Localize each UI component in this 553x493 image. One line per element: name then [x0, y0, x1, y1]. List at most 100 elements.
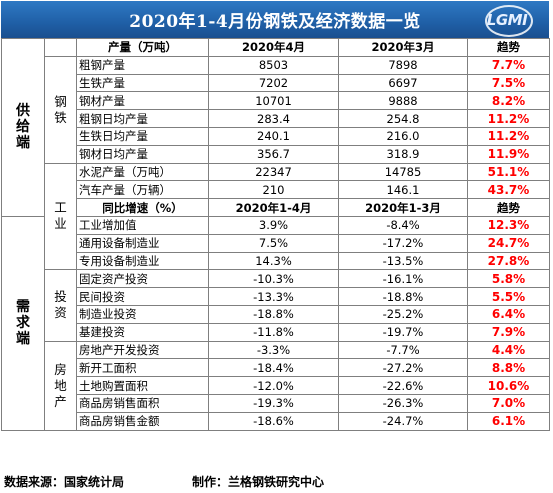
group-investment-label: 投资 — [54, 289, 67, 321]
row-name: 水泥产量（万吨） — [76, 162, 209, 182]
row-trend: 6.4% — [467, 304, 550, 324]
row-value-previous: -17.2% — [338, 233, 468, 253]
table-row: 房地产 房地产开发投资 -3.3% -7.7% 4.4% — [2, 340, 550, 431]
table-row: 民间投资 -13.3% -18.8% 5.5% — [2, 287, 550, 306]
growth-header-col3: 2020年1-3月 — [338, 198, 468, 217]
row-trend: 7.0% — [467, 393, 550, 413]
row-trend: 10.6% — [467, 376, 550, 395]
row-name: 通用设备制造业 — [76, 233, 209, 253]
lgmi-logo: LGMI — [471, 5, 543, 37]
row-value-previous: 216.0 — [338, 126, 468, 146]
title-bar: 2020年1-4月份钢铁及经济数据一览 LGMI — [1, 1, 549, 38]
category-demand: 需求端 — [1, 215, 45, 431]
logo-text: LGMI — [486, 11, 528, 29]
row-value-current: 240.1 — [208, 126, 339, 146]
group-investment: 投资 — [44, 269, 77, 342]
row-value-current: 283.4 — [208, 109, 339, 128]
row-value-previous: 9888 — [338, 91, 468, 111]
producer: 制作：兰格钢铁研究中心 — [192, 474, 325, 489]
row-name: 工业增加值 — [76, 215, 209, 235]
data-source: 数据来源：国家统计局 — [4, 474, 125, 489]
output-header-col1: 产量（万吨） — [76, 38, 209, 57]
table-row: 商品房销售金额 -18.6% -24.7% 6.1% — [2, 411, 550, 431]
row-name: 汽车产量（万辆） — [76, 180, 209, 200]
table-row: 生铁日均产量 240.1 216.0 11.2% — [2, 126, 550, 146]
row-value-current: 14.3% — [208, 251, 339, 271]
row-name: 新开工面积 — [76, 358, 209, 378]
row-name: 商品房销售金额 — [76, 411, 209, 431]
row-trend: 5.5% — [467, 287, 550, 306]
row-trend: 11.9% — [467, 144, 550, 164]
row-trend: 7.7% — [467, 55, 550, 75]
row-value-current: 7.5% — [208, 233, 339, 253]
output-header-col3: 2020年3月 — [338, 38, 468, 57]
category-demand-label: 需求端 — [15, 299, 30, 348]
row-value-current: 3.9% — [208, 215, 339, 235]
row-value-previous: 14785 — [338, 162, 468, 182]
output-header-col2: 2020年4月 — [208, 38, 339, 57]
row-value-previous: -16.1% — [338, 269, 468, 289]
group-real-estate-label: 房地产 — [54, 361, 67, 409]
table-row: 基建投资 -11.8% -19.7% 7.9% — [2, 322, 550, 342]
row-value-current: 7202 — [208, 73, 339, 93]
row-value-current: 8503 — [208, 55, 339, 75]
category-supply-label: 供给端 — [15, 103, 30, 152]
row-name: 粗钢产量 — [76, 55, 209, 75]
table-row: 制造业投资 -18.8% -25.2% 6.4% — [2, 304, 550, 324]
logo-ring-icon — [485, 5, 533, 37]
table-row: 钢材日均产量 356.7 318.9 11.9% — [2, 144, 550, 164]
row-trend: 6.1% — [467, 411, 550, 431]
row-value-current: 10701 — [208, 91, 339, 111]
table-row: 投资 固定资产投资 -10.3% -16.1% 5.8% — [2, 269, 550, 342]
row-trend: 7.9% — [467, 322, 550, 342]
row-value-current: 356.7 — [208, 144, 339, 164]
row-value-current: -10.3% — [208, 269, 339, 289]
data-table: 供给端 产量（万吨） 2020年4月 2020年3月 趋势 钢铁 粗钢产量 8503 7898 7… — [1, 38, 550, 431]
table-row: 商品房销售面积 -19.3% -26.3% 7.0% — [2, 393, 550, 413]
row-value-current: -18.6% — [208, 411, 339, 431]
row-name: 生铁产量 — [76, 73, 209, 93]
row-value-previous: -27.2% — [338, 358, 468, 378]
row-name: 专用设备制造业 — [76, 251, 209, 271]
row-value-current: -12.0% — [208, 376, 339, 395]
footer: 数据来源：国家统计局 制作：兰格钢铁研究中心 — [4, 472, 549, 490]
group-industry-label: 工业 — [54, 200, 67, 232]
table-row: 专用设备制造业 14.3% -13.5% 27.8% — [2, 251, 550, 271]
table-row: 需求端 工业增加值 3.9% -8.4% 12.3% — [1, 215, 550, 431]
row-name: 固定资产投资 — [76, 269, 209, 289]
output-header-row: 供给端 产量（万吨） 2020年4月 2020年3月 趋势 — [1, 38, 550, 217]
row-name: 商品房销售面积 — [76, 393, 209, 413]
row-trend: 11.2% — [467, 109, 550, 128]
growth-header-row: 同比增速（%） 2020年1-4月 2020年1-3月 趋势 — [2, 198, 550, 217]
table-row: 钢材产量 10701 9888 8.2% — [2, 91, 550, 111]
row-value-previous: -7.7% — [338, 340, 468, 360]
table-row: 土地购置面积 -12.0% -22.6% 10.6% — [2, 376, 550, 395]
row-value-previous: 146.1 — [338, 180, 468, 200]
row-trend: 8.2% — [467, 91, 550, 111]
group-industry: 工业 — [44, 162, 77, 271]
row-trend: 7.5% — [467, 73, 550, 93]
row-value-current: -13.3% — [208, 287, 339, 306]
row-value-current: 210 — [208, 180, 339, 200]
table-row: 钢铁 粗钢产量 8503 7898 7.7% — [2, 55, 550, 164]
row-name: 粗钢日均产量 — [76, 109, 209, 128]
row-value-previous: -22.6% — [338, 376, 468, 395]
row-name: 制造业投资 — [76, 304, 209, 324]
row-value-previous: -18.8% — [338, 287, 468, 306]
row-trend: 4.4% — [467, 340, 550, 360]
row-value-current: -18.4% — [208, 358, 339, 378]
row-value-previous: -19.7% — [338, 322, 468, 342]
row-value-previous: 6697 — [338, 73, 468, 93]
row-value-current: 22347 — [208, 162, 339, 182]
row-name: 钢材日均产量 — [76, 144, 209, 164]
table-row: 粗钢日均产量 283.4 254.8 11.2% — [2, 109, 550, 128]
row-value-previous: -13.5% — [338, 251, 468, 271]
row-name: 基建投资 — [76, 322, 209, 342]
row-value-previous: -8.4% — [338, 215, 468, 235]
table-row: 通用设备制造业 7.5% -17.2% 24.7% — [2, 233, 550, 253]
table-row: 新开工面积 -18.4% -27.2% 8.8% — [2, 358, 550, 378]
group-steel: 钢铁 — [44, 55, 77, 164]
row-trend: 12.3% — [467, 215, 550, 235]
table-row: 工业 水泥产量（万吨） 22347 14785 51.1% — [2, 162, 550, 271]
data-table-body: 供给端 产量（万吨） 2020年4月 2020年3月 趋势 钢铁 粗钢产量 8503 7898 7… — [1, 38, 550, 431]
